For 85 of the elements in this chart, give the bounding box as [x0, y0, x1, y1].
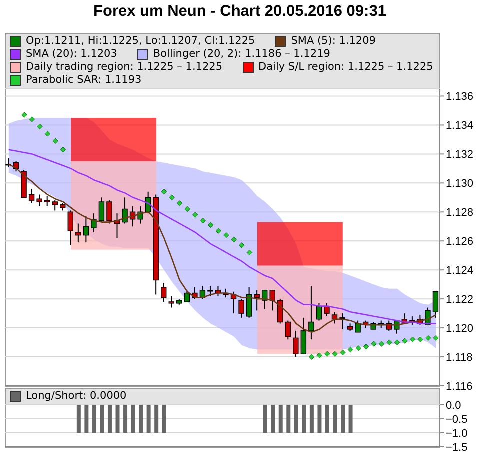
legend-label: Bollinger (20, 2): 1.1186 – 1.1219 — [153, 48, 330, 61]
candlestick — [98, 197, 105, 223]
candlestick — [238, 298, 244, 318]
candlestick — [308, 286, 314, 340]
point — [200, 218, 206, 224]
point — [239, 242, 245, 248]
point — [340, 350, 346, 356]
point — [231, 236, 237, 243]
point — [378, 341, 385, 347]
point — [44, 131, 51, 137]
point — [308, 354, 315, 360]
y-tick-label: 1.118 — [446, 352, 473, 364]
candlestick — [161, 282, 167, 302]
candlestick — [254, 290, 260, 312]
candlestick — [168, 296, 174, 308]
candlestick — [285, 320, 291, 340]
candlestick — [316, 302, 322, 322]
y-tick-label: −1.5 — [446, 442, 468, 454]
point — [410, 336, 416, 342]
point — [426, 335, 432, 342]
candlestick — [324, 302, 330, 317]
point — [433, 335, 439, 342]
point — [356, 345, 362, 352]
point — [348, 346, 354, 353]
y-tick-label: 0.0 — [446, 400, 462, 412]
y-tick-label: 1.126 — [446, 236, 474, 248]
point — [37, 124, 43, 130]
y-tick-label: 1.116 — [446, 380, 473, 393]
point — [316, 352, 322, 358]
point — [418, 336, 424, 342]
legend-label: Daily S/L region: 1.1225 – 1.1225 — [258, 61, 434, 74]
legend-label: SMA (5): 1.1209 — [291, 35, 376, 48]
candlestick — [28, 188, 35, 204]
point — [332, 351, 338, 357]
candlestick — [246, 286, 252, 318]
point — [224, 232, 230, 238]
point — [363, 344, 370, 350]
y-tick-label: 1.130 — [446, 178, 474, 190]
point — [208, 222, 214, 228]
point — [176, 200, 183, 206]
point — [192, 212, 198, 218]
y-tick-label: 1.132 — [446, 149, 474, 162]
y-tick-label: 1.136 — [446, 91, 474, 104]
legend-label: Parabolic SAR: 1.1193 — [26, 74, 142, 87]
y-tick-label: −1.0 — [446, 428, 468, 440]
point — [161, 189, 168, 195]
candlestick — [36, 194, 42, 207]
y-tick-label: 1.120 — [446, 322, 474, 335]
point — [246, 250, 253, 256]
candlestick — [106, 200, 112, 224]
point — [169, 194, 175, 201]
y-tick-label: 1.122 — [446, 294, 474, 306]
candlestick — [122, 197, 128, 224]
candlestick — [293, 330, 299, 358]
point — [216, 228, 222, 234]
y-tick-label: 1.124 — [446, 265, 474, 278]
y-tick-label: 1.134 — [446, 120, 474, 132]
candlestick — [44, 196, 50, 207]
chart-title: Forex um Neun - Chart 20.05.2016 09:31 — [92, 3, 388, 21]
candlestick — [355, 320, 361, 333]
legend-label: SMA (20): 1.1203 — [26, 48, 118, 61]
point — [184, 206, 190, 212]
candlestick — [68, 210, 74, 246]
point — [52, 138, 58, 144]
candlestick — [52, 200, 58, 212]
candlestick — [278, 298, 284, 324]
point — [29, 116, 36, 122]
legend-label: Long/Short: 0.0000 — [26, 390, 127, 403]
point — [60, 147, 66, 153]
y-tick-label: 1.128 — [446, 207, 474, 220]
candlestick — [83, 216, 90, 244]
point — [386, 340, 392, 346]
point — [324, 351, 330, 357]
point — [22, 112, 28, 118]
candlestick — [76, 223, 82, 244]
point — [402, 338, 408, 344]
legend-label: Daily trading region: 1.1225 – 1.1225 — [26, 61, 223, 74]
point — [371, 341, 377, 347]
candlestick — [432, 291, 439, 318]
candlestick — [208, 286, 214, 297]
y-tick-label: −0.5 — [446, 414, 468, 426]
candlestick — [300, 317, 307, 355]
legend-label: Op:1.1211, Hi:1.1225, Lo:1.1207, Cl:1.1225 — [26, 35, 256, 48]
candlestick — [270, 290, 276, 312]
point — [394, 340, 400, 346]
